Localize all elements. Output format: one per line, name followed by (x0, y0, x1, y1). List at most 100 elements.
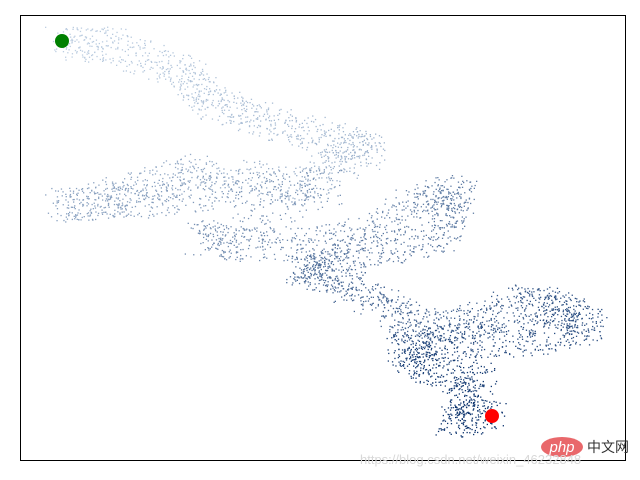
walk-point (364, 250, 366, 252)
walk-point (325, 224, 327, 226)
walk-point (602, 325, 604, 328)
walk-point (76, 194, 78, 196)
walk-point (426, 345, 428, 347)
walk-point (313, 196, 315, 198)
walk-point (455, 337, 457, 339)
walk-point (339, 247, 341, 249)
walk-point (179, 179, 181, 181)
walk-point (554, 344, 557, 346)
walk-point (145, 195, 148, 197)
walk-point (193, 105, 195, 107)
walk-point (241, 172, 244, 174)
walk-point (430, 376, 432, 378)
walk-point (68, 43, 71, 45)
walk-point (150, 40, 152, 42)
walk-point (63, 219, 65, 222)
walk-point (400, 329, 402, 331)
walk-point (179, 172, 181, 174)
walk-point (340, 271, 343, 273)
walk-point (464, 382, 466, 384)
walk-point (437, 197, 439, 200)
walk-point (143, 70, 146, 72)
walk-point (362, 144, 364, 146)
walk-point (314, 278, 316, 280)
walk-point (572, 315, 575, 317)
walk-point (523, 345, 525, 347)
walk-point (273, 132, 275, 135)
walk-point (223, 172, 225, 174)
walk-point (297, 182, 299, 184)
walk-point (384, 307, 386, 309)
walk-point (271, 102, 274, 104)
walk-point (542, 319, 544, 322)
walk-point (472, 336, 474, 338)
walk-point (318, 166, 320, 168)
walk-point (192, 165, 194, 167)
walk-point (125, 208, 127, 210)
walk-point (496, 303, 498, 305)
walk-point (566, 329, 569, 332)
walk-point (426, 195, 428, 197)
walk-point (109, 198, 112, 200)
walk-point (310, 167, 313, 169)
walk-point (274, 186, 277, 188)
walk-point (144, 179, 146, 181)
walk-point (414, 361, 416, 363)
walk-point (457, 324, 459, 326)
walk-point (455, 220, 458, 223)
walk-point (170, 77, 172, 79)
walk-point (215, 239, 218, 241)
walk-point (337, 244, 339, 246)
walk-point (568, 327, 570, 329)
walk-point (317, 128, 319, 131)
walk-point (97, 205, 99, 207)
walk-point (565, 315, 568, 317)
walk-point (399, 364, 401, 366)
walk-point (385, 198, 387, 200)
walk-point (465, 382, 467, 384)
walk-point (401, 340, 403, 342)
walk-point (248, 239, 250, 241)
walk-point (315, 256, 317, 259)
walk-point (273, 172, 275, 174)
walk-point (398, 361, 400, 363)
walk-point (295, 167, 297, 169)
walk-point (400, 313, 402, 316)
walk-point (196, 224, 198, 226)
walk-point (420, 330, 422, 332)
walk-point (468, 311, 471, 313)
walk-point (419, 335, 421, 338)
walk-point (466, 425, 468, 427)
walk-point (459, 318, 461, 320)
walk-point (479, 334, 481, 336)
walk-point (297, 243, 299, 246)
walk-point (359, 141, 361, 144)
walk-point (320, 268, 322, 271)
walk-point (291, 241, 293, 243)
walk-point (496, 294, 499, 297)
walk-point (251, 103, 254, 106)
walk-point (341, 266, 343, 268)
walk-point (454, 337, 456, 339)
walk-point (79, 46, 81, 48)
walk-point (497, 350, 500, 352)
walk-point (199, 230, 201, 233)
walk-point (174, 166, 177, 169)
walk-point (326, 193, 328, 195)
walk-point (371, 309, 373, 311)
walk-point (481, 412, 484, 414)
walk-point (349, 170, 351, 172)
walk-point (358, 135, 360, 138)
walk-point (348, 283, 350, 285)
walk-point (319, 266, 321, 269)
walk-point (359, 155, 361, 157)
walk-point (480, 365, 482, 368)
walk-point (431, 375, 433, 377)
walk-point (514, 284, 517, 286)
walk-point (463, 323, 465, 325)
walk-point (415, 377, 417, 379)
walk-point (219, 89, 221, 91)
walk-point (188, 69, 190, 72)
walk-point (576, 326, 578, 329)
walk-point (143, 170, 146, 172)
